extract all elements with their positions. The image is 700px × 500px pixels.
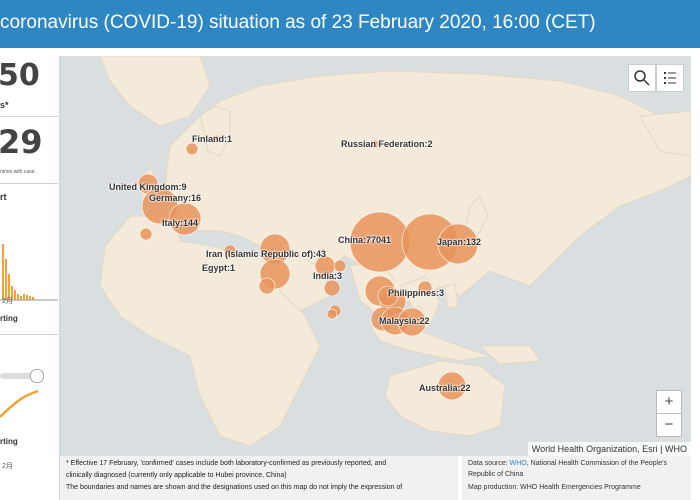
epi-curve-china-box: rt 2月 rting: [0, 184, 58, 335]
label-china[interactable]: China:77041: [338, 235, 392, 245]
source-who-link[interactable]: WHO: [509, 460, 527, 467]
epi-curve-bars: [0, 244, 58, 301]
countries-box: 29 ntries with case:: [0, 117, 58, 184]
world-map[interactable]: Finland:1 Russian Federation:2 United Ki…: [60, 56, 691, 456]
legend-button[interactable]: [656, 64, 684, 92]
search-button[interactable]: [628, 64, 656, 92]
source-rest: , National Health Commission of the Peop…: [468, 460, 667, 478]
source-panel: Data source: WHO, National Health Commis…: [462, 456, 691, 500]
map-attribution: World Health Organization, Esri | WHO: [527, 442, 691, 456]
countries-count: 29: [0, 123, 43, 161]
label-russia[interactable]: Russian Federation:2: [341, 139, 433, 149]
dashboard-header: coronavirus (COVID-19) situation as of 2…: [0, 0, 700, 48]
total-cases-box: 50 s*: [0, 56, 58, 117]
search-icon: [634, 70, 650, 86]
time-slider-handle[interactable]: [30, 369, 44, 383]
note-line-3: The boundaries and names are shown and t…: [66, 484, 403, 491]
dashboard-title: coronavirus (COVID-19) situation as of 2…: [0, 12, 596, 33]
cumulative-line: [0, 389, 39, 418]
source-label: Data source:: [468, 460, 510, 467]
source-production: Map production: WHO Health Emergencies P…: [468, 484, 641, 491]
cumulative-caption: rting: [0, 437, 18, 446]
label-iran[interactable]: Iran (Islamic Republic of):43: [206, 249, 327, 259]
list-icon: [664, 72, 676, 84]
epi-curve-title: rt: [0, 192, 7, 202]
label-egypt[interactable]: Egypt:1: [202, 263, 236, 273]
case-bubbles: [137, 134, 479, 401]
label-malaysia[interactable]: Malaysia:22: [379, 316, 430, 326]
basemap: [60, 56, 691, 456]
zoom-in-button[interactable]: +: [656, 390, 682, 414]
label-india[interactable]: India:3: [313, 271, 343, 281]
label-italy[interactable]: Italy:144: [162, 218, 199, 228]
cumulative-chart-box: rting 2月: [0, 335, 58, 500]
label-germany[interactable]: Germany:16: [149, 193, 202, 203]
time-slider-track[interactable]: [0, 373, 40, 379]
label-philippines[interactable]: Philippines:3: [388, 288, 445, 298]
cumulative-xlabel: 2月: [2, 463, 13, 470]
zoom-out-button[interactable]: −: [656, 413, 682, 437]
label-finland[interactable]: Finland:1: [192, 134, 232, 144]
epi-curve-caption: rting: [0, 314, 18, 323]
notes-panel: * Effective 17 February, 'confirmed' cas…: [60, 456, 458, 500]
label-uk[interactable]: United Kingdom:9: [109, 182, 187, 192]
epi-curve-xlabel: 2月: [2, 298, 13, 305]
label-australia[interactable]: Australia:22: [419, 383, 471, 393]
note-line-1: * Effective 17 February, 'confirmed' cas…: [66, 460, 387, 467]
note-line-2: clinically diagnosed (currently only app…: [66, 472, 287, 479]
total-cases-caption: s*: [0, 100, 9, 110]
label-japan[interactable]: Japan:132: [437, 237, 482, 247]
countries-caption: ntries with case:: [0, 169, 36, 175]
right-edge-strip: [691, 48, 700, 500]
left-panel: 50 s* 29 ntries with case: rt 2月 rting: [0, 56, 60, 500]
total-cases-count: 50: [0, 58, 40, 93]
